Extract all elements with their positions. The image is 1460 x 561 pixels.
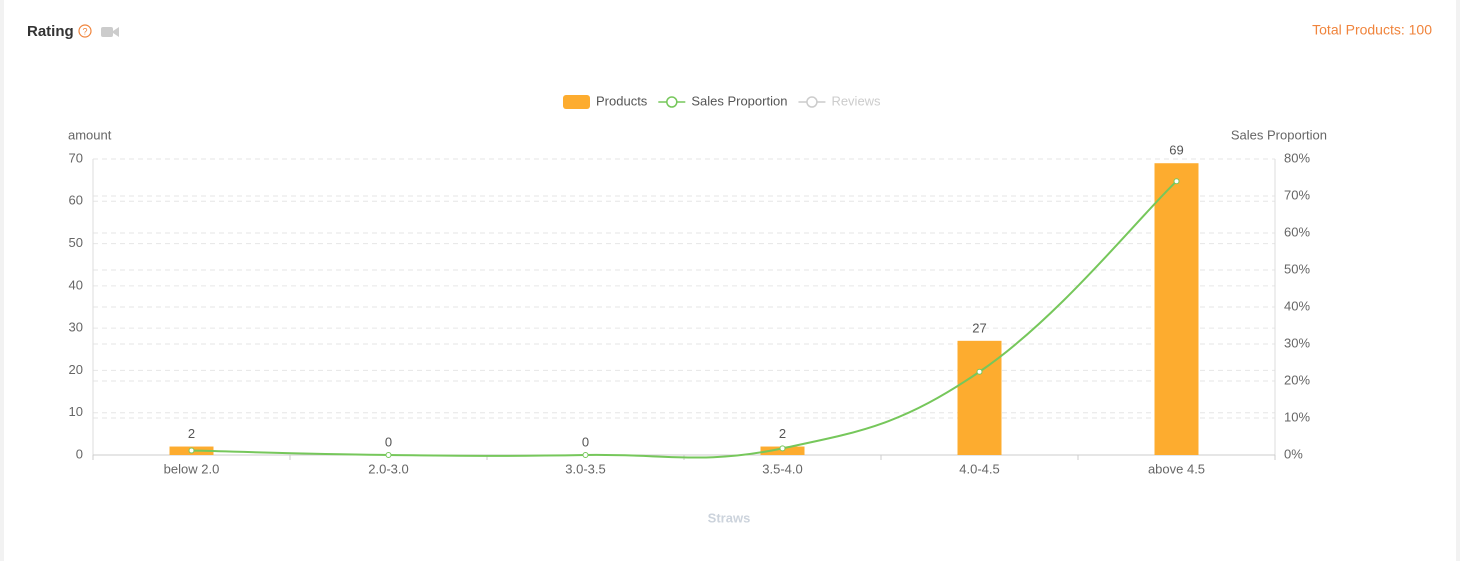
y2-tick-label: 70% bbox=[1284, 187, 1310, 202]
y-tick-label: 40 bbox=[69, 277, 83, 292]
x-tick-label: 2.0-3.0 bbox=[368, 461, 408, 476]
y2-tick-label: 60% bbox=[1284, 224, 1310, 239]
y-tick-label: 60 bbox=[69, 193, 83, 208]
legend-swatch[interactable] bbox=[806, 96, 818, 108]
y2-tick-label: 0% bbox=[1284, 446, 1303, 461]
y-tick-label: 0 bbox=[76, 446, 83, 461]
x-tick-label: above 4.5 bbox=[1148, 461, 1205, 476]
line-point bbox=[582, 452, 589, 458]
help-icon[interactable]: ? bbox=[78, 24, 92, 38]
bar bbox=[957, 340, 1002, 455]
y-tick-label: 20 bbox=[69, 362, 83, 377]
video-icon[interactable] bbox=[101, 27, 119, 37]
y-tick-label: 50 bbox=[69, 235, 83, 250]
y2-axis-label: Sales Proportion bbox=[1231, 127, 1327, 142]
bar-label: 69 bbox=[1169, 143, 1183, 158]
line-point bbox=[1173, 178, 1180, 185]
title: Rating bbox=[27, 23, 74, 40]
total-products: Total Products: 100 bbox=[1312, 22, 1432, 38]
y-tick-label: 30 bbox=[69, 320, 83, 335]
x-axis-label: Straws bbox=[708, 510, 751, 525]
line-point bbox=[779, 445, 786, 452]
legend-swatch[interactable] bbox=[563, 95, 590, 109]
x-tick-label: below 2.0 bbox=[164, 461, 220, 476]
y2-tick-label: 10% bbox=[1284, 409, 1310, 424]
y-axis-label: amount bbox=[68, 127, 112, 142]
svg-text:?: ? bbox=[82, 26, 87, 36]
line-point bbox=[188, 447, 195, 454]
card bbox=[4, 0, 1456, 561]
y2-tick-label: 40% bbox=[1284, 298, 1310, 313]
y2-tick-label: 50% bbox=[1284, 261, 1310, 276]
x-tick-label: 3.5-4.0 bbox=[762, 461, 802, 476]
x-tick-label: 3.0-3.5 bbox=[565, 461, 605, 476]
line-point bbox=[976, 368, 983, 375]
bar-label: 2 bbox=[779, 426, 786, 441]
legend-label[interactable]: Reviews bbox=[831, 93, 881, 108]
y2-tick-label: 20% bbox=[1284, 372, 1310, 387]
y2-tick-label: 80% bbox=[1284, 150, 1310, 165]
legend-label[interactable]: Products bbox=[596, 93, 648, 108]
legend-label[interactable]: Sales Proportion bbox=[691, 93, 787, 108]
y-tick-label: 70 bbox=[69, 150, 83, 165]
x-tick-label: 4.0-4.5 bbox=[959, 461, 999, 476]
y-tick-label: 10 bbox=[69, 404, 83, 419]
bar-label: 0 bbox=[385, 434, 392, 449]
bar-label: 27 bbox=[972, 320, 986, 335]
bar bbox=[1154, 163, 1199, 455]
y2-tick-label: 30% bbox=[1284, 335, 1310, 350]
line-point bbox=[385, 452, 392, 458]
bar-label: 0 bbox=[582, 434, 589, 449]
bar-label: 2 bbox=[188, 426, 195, 441]
legend-swatch[interactable] bbox=[666, 96, 678, 108]
line bbox=[191, 180, 1178, 459]
